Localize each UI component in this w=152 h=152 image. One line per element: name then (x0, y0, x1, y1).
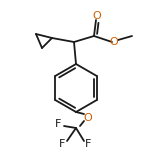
Text: F: F (55, 119, 61, 129)
Text: O: O (110, 37, 118, 47)
Text: F: F (59, 139, 65, 149)
Text: O: O (93, 11, 101, 21)
Text: F: F (85, 139, 91, 149)
Text: O: O (84, 113, 92, 123)
